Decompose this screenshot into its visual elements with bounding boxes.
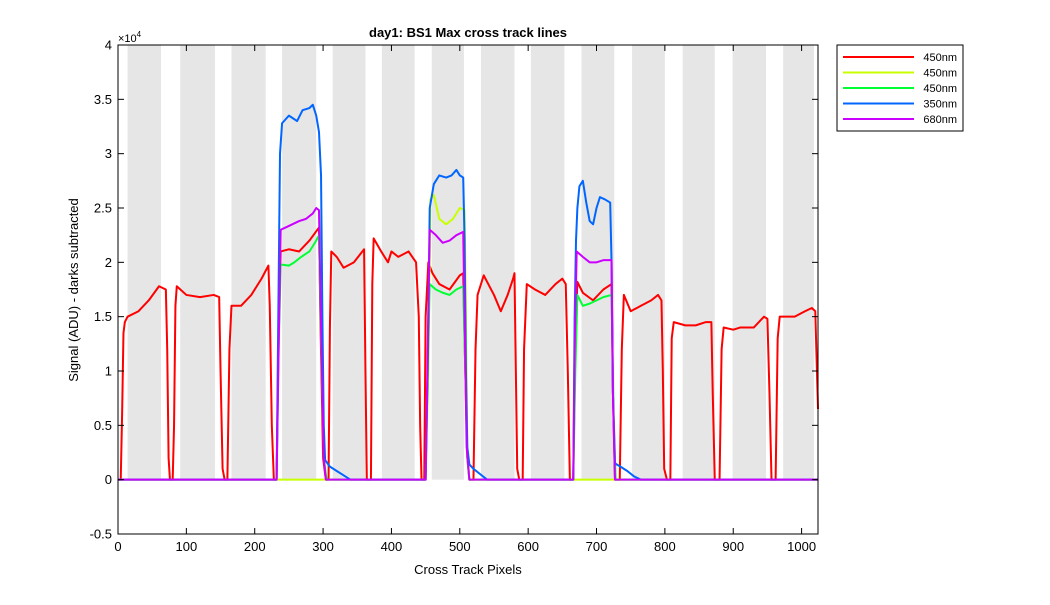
y-tick-label: 1.5 [94,309,112,324]
x-tick-label: 300 [312,539,334,554]
x-tick-label: 400 [381,539,403,554]
chart-title: day1: BS1 Max cross track lines [369,25,567,40]
x-tick-label: 100 [176,539,198,554]
legend: 450nm 450nm 450nm 350nm 680nm [836,44,964,132]
x-tick-label: 600 [517,539,539,554]
shaded-band-0 [127,45,162,480]
series-lines [118,103,819,481]
shaded-band-4 [332,45,366,480]
y-exponent-power: 4 [137,30,142,39]
series-line-3 [118,103,818,481]
shaded-band-11 [682,45,715,480]
y-tick-label: 4 [105,38,112,53]
legend-label-4: 680nm [923,114,957,126]
legend-label-2: 450nm [923,83,957,95]
shaded-band-7 [480,45,515,480]
y-tick-label: 3 [105,146,112,161]
shaded-band-1 [180,45,216,480]
legend-label-3: 350nm [923,99,957,111]
y-exponent-label: ×104 [118,30,142,45]
y-axis-label: Signal (ADU) - darks subtracted [66,198,81,382]
shaded-band-5 [381,45,415,480]
x-tick-label: 200 [244,539,266,554]
shaded-band-3 [282,45,317,480]
series-line-4 [118,207,818,481]
y-tick-label: 2.5 [94,201,112,216]
x-axis-label: Cross Track Pixels [414,562,522,577]
shaded-band-10 [632,45,665,480]
x-tick-label: 700 [586,539,608,554]
x-tick-label: 0 [114,539,121,554]
shaded-band-8 [530,45,565,480]
legend-label-0: 450nm [923,52,957,64]
x-tick-label: 1000 [787,539,816,554]
axis-ticks: 0 100 200 300 400 500 600 700 800 900 1000-0.500.5… [90,38,818,554]
x-tick-label: 500 [449,539,471,554]
shaded-band-13 [783,45,814,480]
legend-label-1: 450nm [923,68,957,80]
x-tick-label: 900 [722,539,744,554]
y-tick-label: 3.5 [94,92,112,107]
shaded-band-2 [231,45,266,480]
y-tick-label: 0 [105,472,112,487]
shaded-band-12 [732,45,767,480]
x-tick-label: 800 [654,539,676,554]
plot-frame [117,44,819,535]
shaded-band-6 [431,45,464,480]
y-tick-label: -0.5 [90,527,112,542]
y-tick-label: 1 [105,364,112,379]
series-line-2 [118,234,818,481]
y-tick-label: 2 [105,255,112,270]
legend-entries: 450nm 450nm 450nm 350nm 680nm [843,52,957,126]
shaded-bands [127,45,814,480]
y-tick-label: 0.5 [94,418,112,433]
y-exponent-base: ×10 [118,33,137,45]
